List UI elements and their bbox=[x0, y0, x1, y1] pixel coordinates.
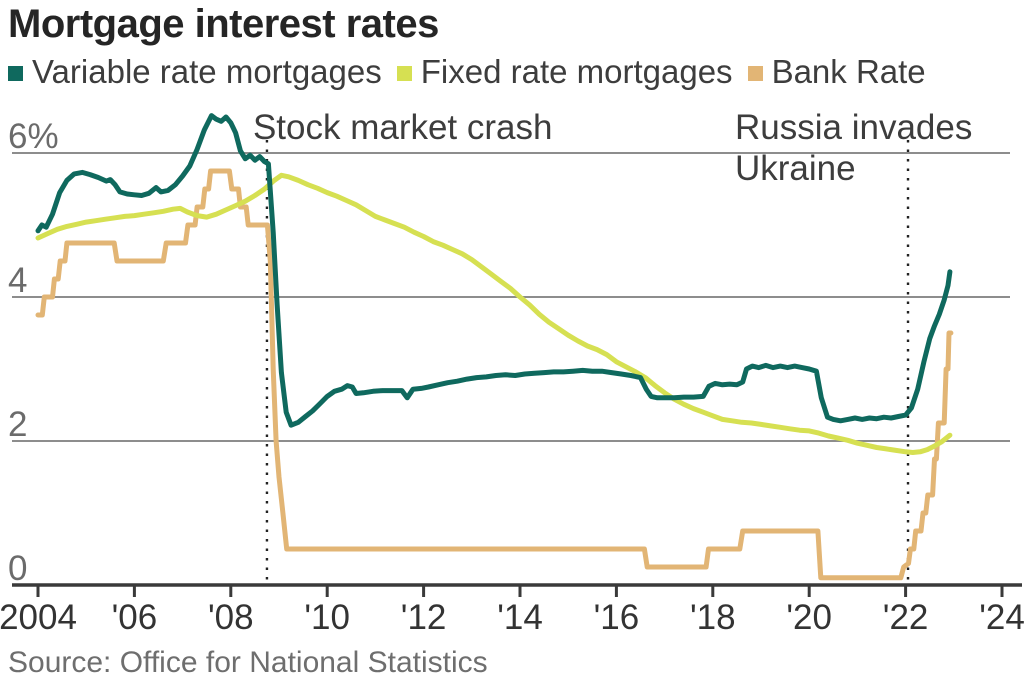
series-line-bank-rate bbox=[35, 168, 954, 581]
y-axis-label: 4 bbox=[8, 261, 27, 300]
legend-swatch-icon bbox=[396, 66, 412, 81]
line-chart: 0 2 4 6% 2004 '06 '08 '10 '12 '14 '16 '18 '20 '22 '24 S… bbox=[0, 108, 1024, 637]
x-axis-label: '24 bbox=[979, 598, 1024, 637]
source-note: Source: Office for National Statistics bbox=[8, 646, 488, 679]
x-axis-label: '08 bbox=[208, 598, 254, 637]
chart-title: Mortgage interest rates bbox=[8, 2, 439, 46]
legend-label: Variable rate mortgages bbox=[32, 53, 382, 90]
legend-item-1: Fixed rate mortgages bbox=[396, 53, 733, 91]
x-axis-label: 2004 bbox=[0, 598, 77, 637]
series-line-fixed-rate-mortgages bbox=[35, 172, 953, 455]
annotation-text: Russia invades bbox=[735, 108, 972, 147]
x-axis-label: '10 bbox=[304, 598, 350, 637]
legend-swatch-icon bbox=[747, 66, 763, 81]
legend-label: Bank Rate bbox=[771, 53, 926, 90]
x-axis-label: '18 bbox=[690, 598, 736, 637]
legend-swatch-icon bbox=[8, 66, 23, 81]
x-axis-label: '06 bbox=[112, 598, 158, 637]
legend-label: Fixed rate mortgages bbox=[420, 53, 733, 90]
x-axis-label: '14 bbox=[497, 598, 543, 637]
annotation-text: Ukraine bbox=[735, 149, 856, 188]
series-line-variable-rate-mortgages bbox=[35, 113, 953, 428]
annotation-text: Stock market crash bbox=[253, 108, 553, 147]
x-axis-label: '16 bbox=[594, 598, 640, 637]
y-axis-label: 2 bbox=[8, 405, 27, 444]
x-axis-label: '20 bbox=[786, 598, 832, 637]
legend-item-0: Variable rate mortgages bbox=[8, 53, 382, 91]
x-axis-label: '12 bbox=[401, 598, 447, 637]
legend: Variable rate mortgages Fixed rate mortga… bbox=[8, 53, 926, 91]
legend-item-2: Bank Rate bbox=[747, 53, 926, 91]
x-axis-label: '22 bbox=[883, 598, 929, 637]
y-axis-label: 0 bbox=[8, 549, 27, 588]
y-axis-label: 6% bbox=[8, 117, 59, 156]
plot-area: 0 2 4 6% 2004 '06 '08 '10 '12 '14 '16 '18 '20 '22 '24 S… bbox=[0, 96, 1024, 646]
